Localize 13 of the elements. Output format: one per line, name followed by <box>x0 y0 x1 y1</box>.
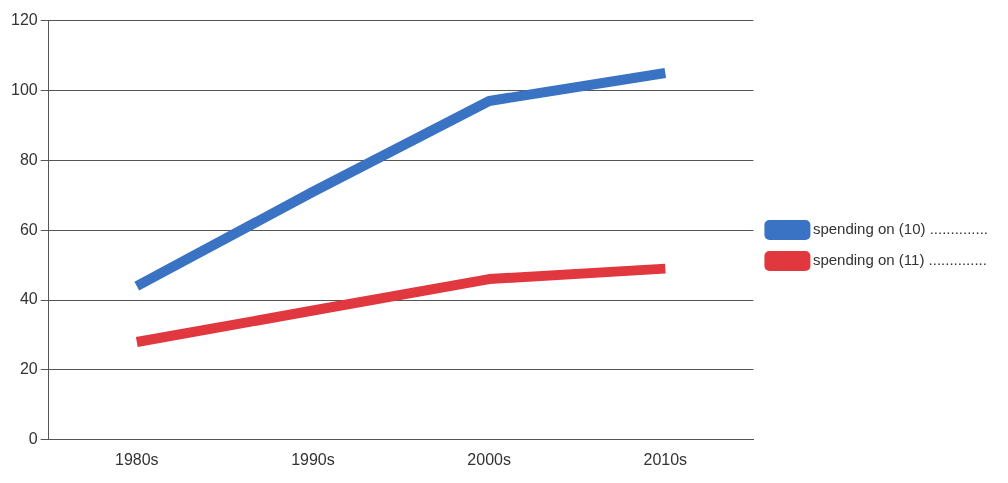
y-tick-label: 100 <box>10 80 38 98</box>
y-tick-label: 80 <box>19 150 38 168</box>
x-tick-label: 1980s <box>114 450 159 468</box>
y-tick-label: 0 <box>28 430 38 448</box>
y-tick-label: 120 <box>10 11 38 29</box>
x-tick-label: 2010s <box>643 450 688 468</box>
legend-label: spending on (10) .............. <box>812 220 988 238</box>
y-tick-label: 20 <box>19 360 38 378</box>
y-tick-label: 40 <box>19 290 38 308</box>
legend-label: spending on (11) .............. <box>812 251 987 269</box>
y-tick-label: 60 <box>19 220 38 238</box>
x-tick-label: 2000s <box>467 450 511 468</box>
x-tick-label: 1990s <box>291 450 335 468</box>
